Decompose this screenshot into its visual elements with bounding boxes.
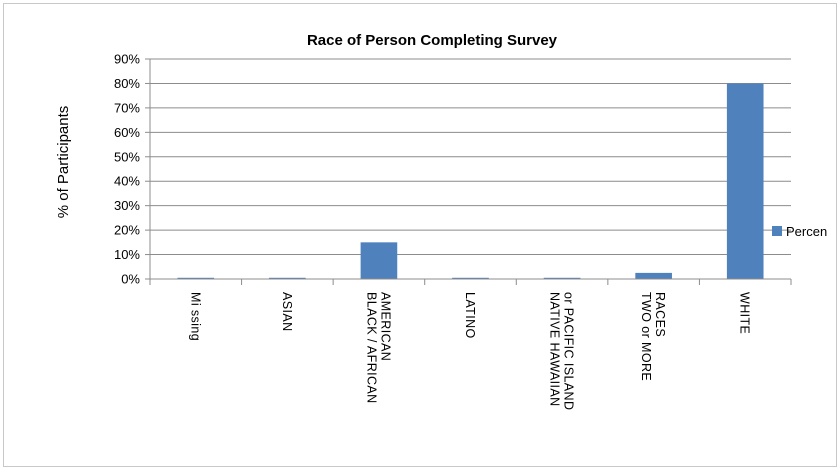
x-category-line: WHITE bbox=[738, 292, 752, 334]
bar bbox=[635, 272, 672, 279]
x-category-label: NATIVE HAWAIIAN or PACIFIC ISLAND bbox=[548, 292, 576, 410]
bar bbox=[360, 242, 398, 279]
y-tick-label: 30% bbox=[114, 198, 140, 213]
bar-chart: Race of Person Completing Survey % of Pa… bbox=[55, 32, 827, 410]
axes bbox=[149, 59, 792, 285]
x-category-line: Mi ssing bbox=[188, 292, 202, 341]
x-category-line: ASIAN bbox=[280, 292, 294, 332]
y-tick-label: 50% bbox=[114, 149, 140, 164]
x-category-line: NATIVE HAWAIIAN bbox=[548, 292, 562, 407]
y-tick-label: 20% bbox=[114, 223, 140, 238]
y-axis-label: % of Participants bbox=[55, 106, 72, 219]
chart-title: Race of Person Completing Survey bbox=[307, 32, 558, 49]
legend-swatch bbox=[772, 226, 782, 236]
chart-frame: Race of Person Completing Survey % of Pa… bbox=[3, 3, 837, 467]
x-category-label: TWO or MORE RACES bbox=[639, 292, 667, 381]
x-category-label: WHITE bbox=[738, 292, 752, 334]
x-category-label: LATINO bbox=[463, 292, 477, 339]
y-tick-label: 80% bbox=[114, 76, 140, 91]
legend: Percen bbox=[772, 224, 827, 239]
bar bbox=[543, 277, 581, 279]
category-labels: Mi ssing ASIAN BLACK / AFRICAN AMERICAN LATI… bbox=[188, 292, 751, 410]
y-tick-label: 40% bbox=[114, 174, 140, 189]
x-category-label: ASIAN bbox=[280, 292, 294, 332]
y-tick-label: 10% bbox=[114, 247, 140, 262]
y-tick-label: 90% bbox=[114, 52, 140, 67]
x-category-label: BLACK / AFRICAN AMERICAN bbox=[364, 292, 392, 404]
gridlines bbox=[145, 58, 791, 280]
y-tick-label: 70% bbox=[114, 100, 140, 115]
x-category-line: BLACK / AFRICAN bbox=[364, 292, 378, 404]
bar bbox=[269, 277, 306, 279]
legend-label: Percen bbox=[786, 224, 827, 239]
y-tick-label: 60% bbox=[114, 125, 140, 140]
x-category-line: TWO or MORE bbox=[639, 292, 653, 381]
bar bbox=[177, 277, 215, 279]
bar bbox=[452, 277, 489, 279]
y-tick-labels: 0% 10% 20% 30% 40% 50% 60% 70% 80% 90% bbox=[114, 52, 140, 287]
x-category-line: AMERICAN bbox=[378, 292, 392, 361]
x-category-line: or PACIFIC ISLAND bbox=[562, 292, 576, 410]
bar bbox=[726, 83, 764, 279]
bars bbox=[177, 83, 764, 279]
x-category-line: LATINO bbox=[463, 292, 477, 339]
y-tick-label: 0% bbox=[121, 272, 140, 287]
x-category-line: RACES bbox=[653, 292, 667, 337]
x-category-label: Mi ssing bbox=[188, 292, 202, 341]
